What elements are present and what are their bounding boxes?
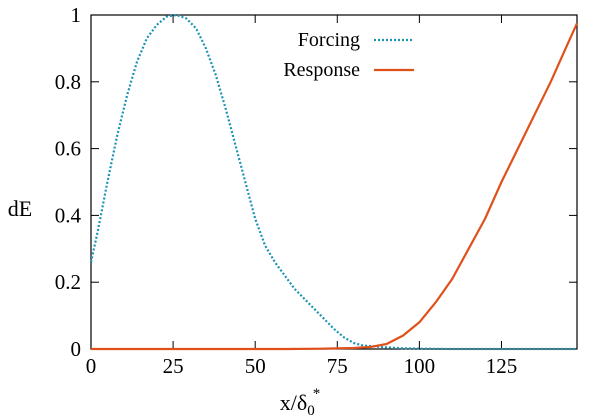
y-tick-label: 0.6 xyxy=(55,137,81,161)
x-tick-label: 25 xyxy=(163,354,184,378)
x-tick-label: 100 xyxy=(404,354,436,378)
y-tick-label: 0.8 xyxy=(55,70,81,94)
x-tick-label: 125 xyxy=(486,354,518,378)
x-tick-label: 75 xyxy=(327,354,348,378)
x-tick-label: 0 xyxy=(86,354,97,378)
x-tick-label: 50 xyxy=(245,354,266,378)
x-axis-label-main: x/δ xyxy=(280,390,307,415)
legend-label-forcing: Forcing xyxy=(298,29,360,51)
y-axis-ticks: 0 0.2 0.4 0.6 0.8 1 xyxy=(55,3,577,361)
series-line-forcing xyxy=(89,13,577,351)
y-tick-label: 1 xyxy=(71,3,82,27)
legend: Forcing Response xyxy=(283,29,414,81)
series-line-response xyxy=(91,22,579,351)
series-layer xyxy=(89,13,579,351)
x-axis-label-superscript: * xyxy=(313,386,321,402)
y-axis-label: dE xyxy=(8,196,32,221)
x-axis-label-subscript: 0 xyxy=(307,403,315,419)
y-tick-label: 0.4 xyxy=(55,203,82,227)
y-tick-label: 0 xyxy=(71,337,82,361)
y-tick-label: 0.2 xyxy=(55,270,81,294)
legend-label-response: Response xyxy=(283,59,360,81)
x-axis-ticks: 0 25 50 75 100 125 xyxy=(86,15,517,378)
x-axis-label: x/δ0* xyxy=(280,386,320,419)
